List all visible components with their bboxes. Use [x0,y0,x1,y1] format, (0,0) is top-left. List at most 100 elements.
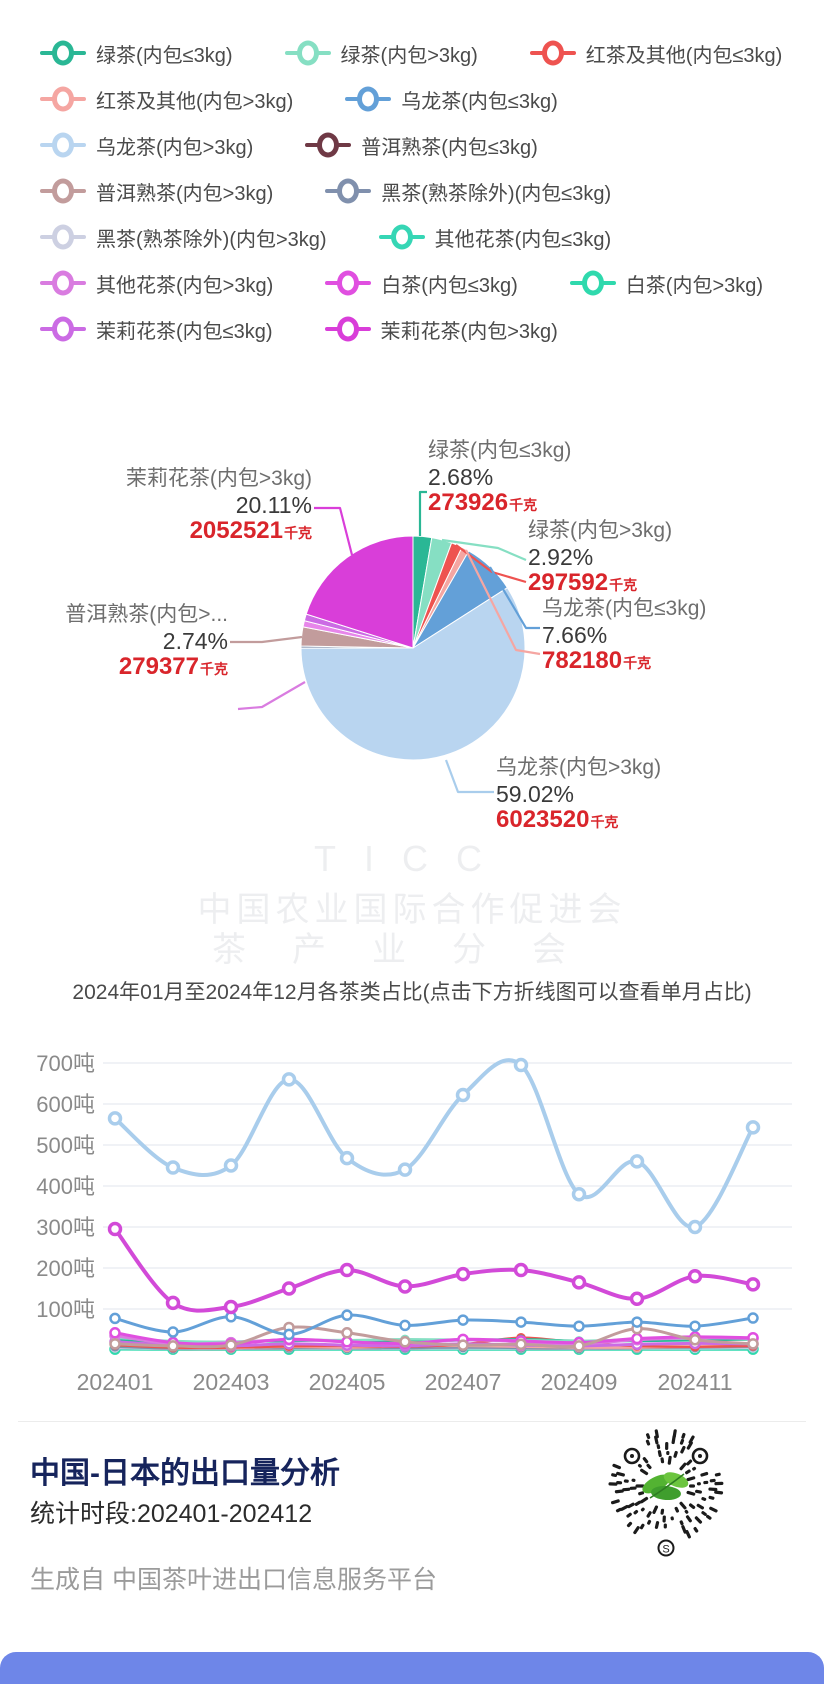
legend-line-marker-icon [40,178,86,204]
data-point-marker[interactable] [631,1332,643,1345]
data-point-marker[interactable] [225,1339,237,1351]
y-axis-tick-label: 600吨 [36,1092,95,1117]
qr-dot [686,1441,693,1450]
data-point-marker[interactable] [167,1340,179,1352]
data-point-marker[interactable] [513,1262,529,1278]
pie-slice[interactable] [300,587,526,761]
legend-item[interactable]: 黑茶(熟茶除外)(内包≤3kg) [325,177,611,206]
legend-label: 其他花茶(内包≤3kg) [434,228,612,251]
data-point-marker[interactable] [283,1328,295,1341]
y-axis-tick-label: 400吨 [36,1174,95,1199]
pie-callout-pct: 59.02% [496,781,575,807]
data-point-marker[interactable] [167,1326,179,1338]
pie-callout-pct: 2.68% [428,464,494,490]
qr-dot [635,1484,645,1488]
legend-item[interactable]: 绿茶(内包>3kg) [284,39,478,68]
data-point-marker[interactable] [457,1339,469,1351]
pie-callout-kg: 279377千克 [118,653,228,680]
data-point-marker[interactable] [109,1312,121,1325]
data-point-marker[interactable] [515,1316,527,1328]
data-point-marker[interactable] [399,1336,411,1348]
legend-item[interactable]: 红茶及其他(内包>3kg) [40,85,293,114]
legend-label: 其他花茶(内包>3kg) [96,274,274,297]
data-point-marker[interactable] [165,1295,181,1311]
data-point-marker[interactable] [573,1340,585,1352]
legend-item[interactable]: 绿茶(内包≤3kg) [40,39,233,68]
data-point-marker[interactable] [687,1219,703,1235]
data-point-marker[interactable] [747,1312,759,1324]
pie-callout-green-le3: 绿茶(内包≤3kg) 2.68% 273926千克 [428,438,571,518]
legend-item[interactable]: 红茶及其他(内包≤3kg) [529,39,782,68]
data-point-marker[interactable] [397,1279,413,1294]
bottom-action-bar[interactable] [0,1652,824,1684]
legend-row: 普洱熟茶(内包>3kg) 黑茶(熟茶除外)(内包≤3kg) [40,176,804,206]
legend-item[interactable]: 其他花茶(内包≤3kg) [378,223,612,252]
data-point-marker[interactable] [629,1291,645,1306]
data-point-marker[interactable] [107,1111,123,1126]
data-point-marker[interactable] [341,1336,353,1348]
legend-item[interactable]: 乌龙茶(内包>3kg) [40,131,253,160]
line-series[interactable] [113,1058,755,1230]
data-point-marker[interactable] [399,1319,411,1332]
qr-dot [640,1507,645,1512]
qr-s-badge-icon [657,1539,675,1557]
qr-dot [667,1455,672,1465]
data-point-marker[interactable] [457,1314,469,1326]
legend-item[interactable]: 黑茶(熟茶除外)(内包>3kg) [40,223,327,252]
legend-label: 乌龙茶(内包>3kg) [96,136,254,159]
data-point-marker[interactable] [745,1120,761,1135]
legend-item[interactable]: 茉莉花茶(内包≤3kg) [40,315,273,344]
y-axis-tick-label: 200吨 [36,1256,95,1281]
data-point-marker[interactable] [107,1221,123,1237]
data-point-marker[interactable] [341,1327,353,1339]
data-point-marker[interactable] [109,1338,121,1350]
data-point-marker[interactable] [571,1275,587,1290]
data-point-marker[interactable] [165,1160,181,1175]
y-axis-tick-label: 300吨 [36,1215,95,1240]
legend-line-marker-icon [345,86,392,112]
pie-slice[interactable] [305,535,414,649]
data-point-marker[interactable] [109,1327,121,1339]
qr-eye-icon [691,1447,709,1465]
data-point-marker[interactable] [281,1281,297,1296]
qr-dot [642,1457,649,1464]
data-point-marker[interactable] [689,1334,701,1346]
line-chart[interactable]: 700吨 600吨 500吨 400吨 300吨 200吨 100吨 202401 202403… [0,1005,824,1415]
legend-item[interactable]: 普洱熟茶(内包>3kg) [40,177,273,206]
line-series[interactable] [113,1227,755,1313]
data-point-marker[interactable] [281,1072,297,1087]
data-point-marker[interactable] [631,1316,643,1328]
pie-callout-kg: 782180千克 [542,647,652,674]
data-point-marker[interactable] [571,1186,587,1202]
data-point-marker[interactable] [573,1320,585,1332]
chart-legend: 绿茶(内包≤3kg) 绿茶(内包>3kg) 红茶及其他(内包≤3kg) 红茶及其他(内… [40,38,804,360]
data-point-marker[interactable] [341,1309,353,1321]
data-point-marker[interactable] [747,1338,759,1350]
qr-dot [647,1519,652,1525]
data-point-marker[interactable] [339,1262,355,1278]
data-point-marker[interactable] [339,1150,355,1166]
legend-label: 绿茶(内包≤3kg) [96,44,233,67]
data-point-marker[interactable] [513,1057,529,1073]
qr-dot [688,1435,695,1444]
legend-line-marker-icon [324,316,371,342]
data-point-marker[interactable] [689,1320,701,1332]
pie-callout-name: 乌龙茶(内包>3kg) [496,756,662,779]
data-point-marker[interactable] [397,1162,413,1177]
legend-item[interactable]: 白茶(内包>3kg) [569,269,763,298]
data-point-marker[interactable] [455,1087,471,1103]
legend-item[interactable]: 白茶(内包≤3kg) [325,269,518,298]
data-point-marker[interactable] [745,1277,761,1292]
legend-item[interactable]: 普洱熟茶(内包≤3kg) [305,131,538,160]
legend-item[interactable]: 茉莉花茶(内包>3kg) [324,315,558,344]
data-point-marker[interactable] [687,1268,703,1284]
data-point-marker[interactable] [515,1338,527,1351]
data-point-marker[interactable] [223,1158,239,1173]
data-point-marker[interactable] [629,1154,645,1169]
legend-line-marker-icon [40,316,86,342]
qr-dot [695,1489,702,1494]
data-point-marker[interactable] [223,1299,239,1315]
data-point-marker[interactable] [455,1266,471,1282]
legend-item[interactable]: 其他花茶(内包>3kg) [40,269,273,298]
legend-item[interactable]: 乌龙茶(内包≤3kg) [345,85,558,114]
